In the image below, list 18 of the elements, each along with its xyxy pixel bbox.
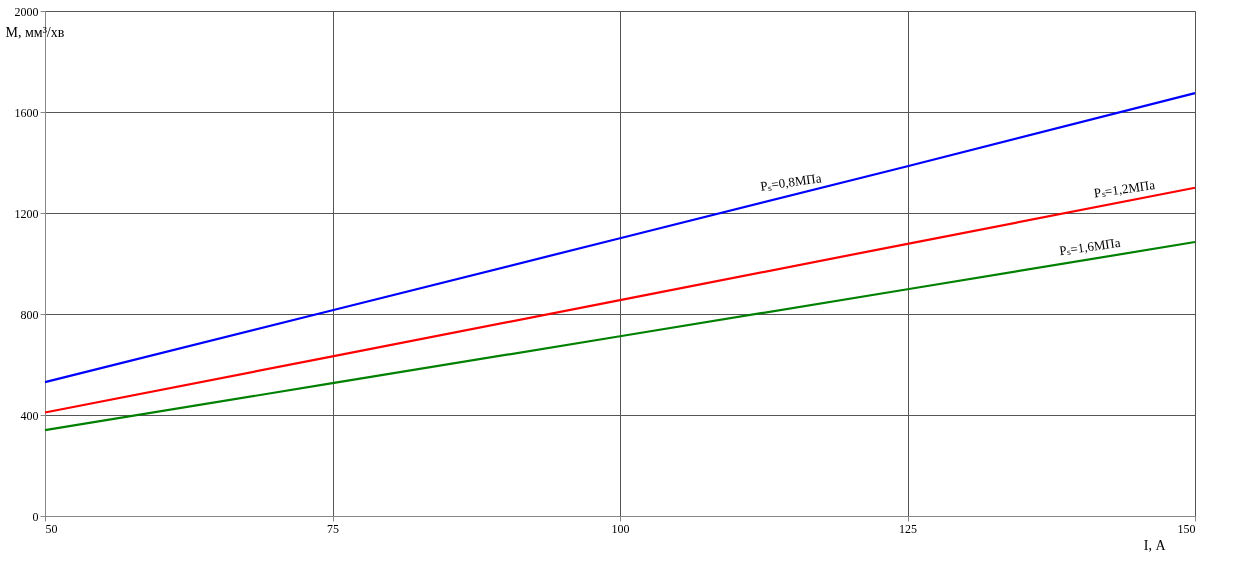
x-tick-label: 75 (327, 521, 339, 536)
y-tick-label: 1600 (14, 105, 39, 120)
y-tick-label: 800 (20, 307, 39, 322)
x-tick-label: 125 (899, 521, 917, 536)
annotation: Pₛ=1,2МПа (1092, 177, 1156, 201)
y-tick-label: 400 (20, 408, 39, 423)
line-series (43, 240, 1197, 432)
annotation: Pₛ=0,8МПа (759, 170, 823, 194)
x-tick-label: 150 (1177, 521, 1196, 536)
x-axis-title: I, А (1143, 537, 1167, 553)
y-tick-label: 0 (32, 509, 39, 524)
line-series (43, 91, 1197, 384)
x-tick-label: 100 (611, 521, 630, 536)
x-tick-label: 50 (45, 521, 58, 536)
y-tick-label: 1200 (14, 206, 39, 221)
annotation: Pₛ=1,6МПа (1058, 234, 1122, 259)
y-tick-label: 2000 (14, 4, 39, 19)
y-axis-title: M, мм³/хв (5, 24, 65, 40)
